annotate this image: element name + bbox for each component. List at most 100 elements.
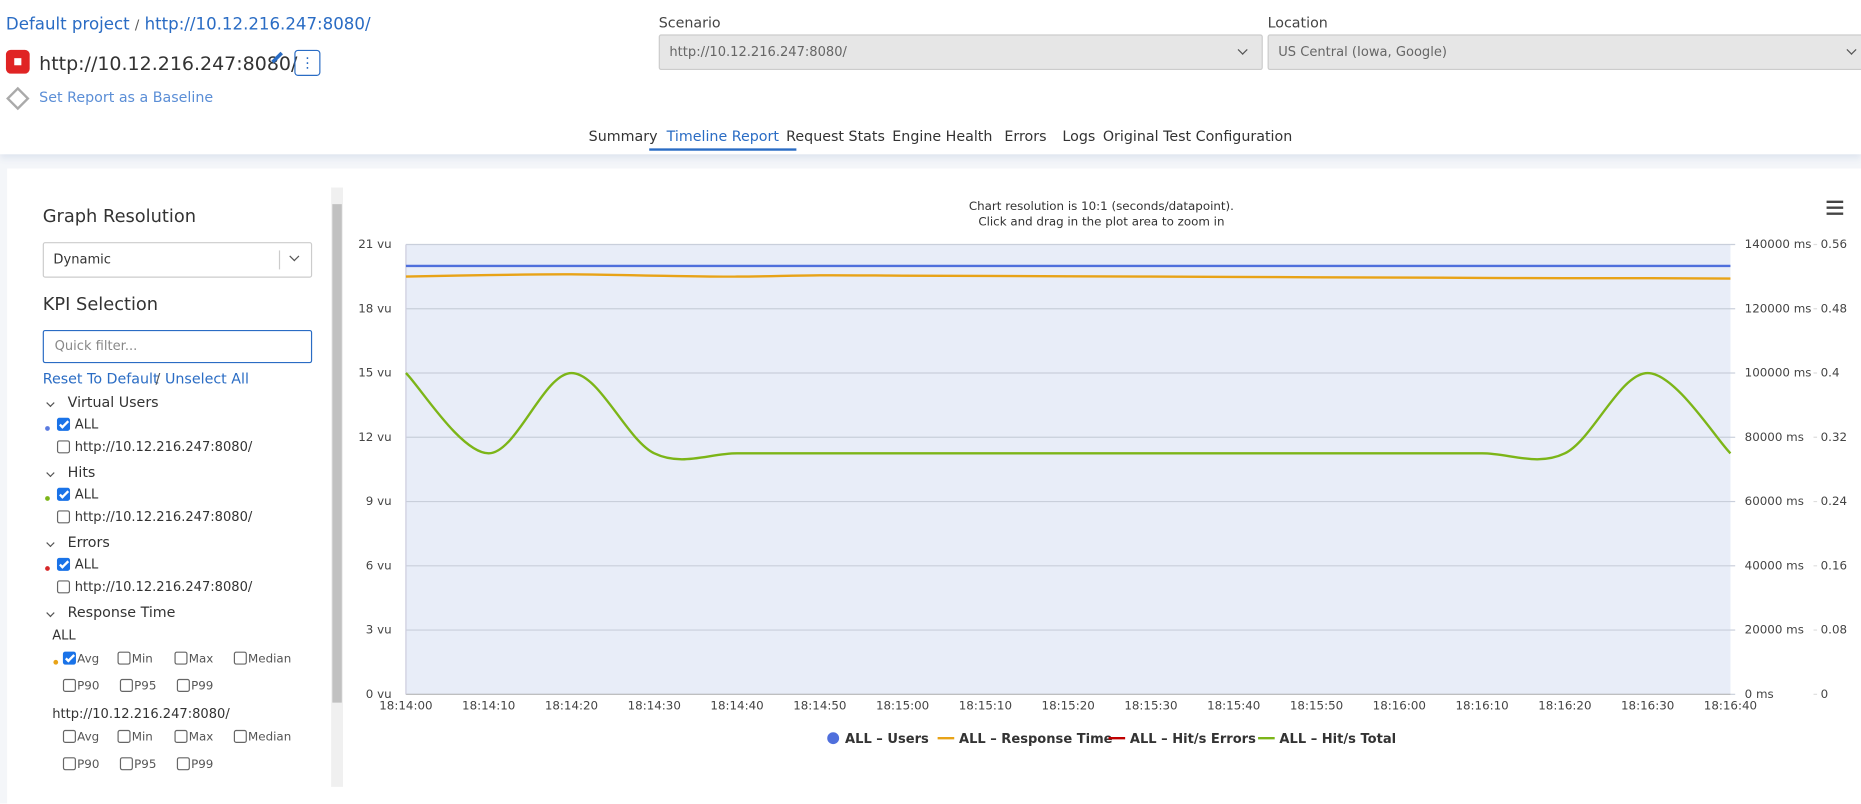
kpi-label: http://10.12.216.247:8080/ [74,509,253,525]
checkbox[interactable] [56,440,71,454]
scrollbar[interactable] [331,187,344,787]
tab[interactable]: Errors [1004,128,1047,145]
checkbox[interactable] [174,651,188,665]
link-sep: / [155,370,161,387]
y2-tick-label: 140000 ms [1745,237,1812,251]
checkbox[interactable] [119,678,133,692]
checkbox[interactable] [233,729,247,743]
tab[interactable]: Timeline Report [666,128,779,145]
group-name: Virtual Users [67,394,159,411]
breadcrumb-sep: / [134,17,140,34]
checkbox[interactable] [56,510,71,524]
option-label: Median [248,731,292,745]
checkbox[interactable] [62,729,76,743]
tab-underline [649,148,797,151]
series-dot [45,426,50,431]
y2-tick-label: 20000 ms [1745,623,1804,637]
location-select[interactable]: US Central (Iowa, Google) [1267,34,1861,71]
series-dot [45,496,50,501]
resolution-select[interactable]: Dynamic [42,242,313,278]
resolution-value: Dynamic [53,251,111,268]
option-label: P90 [77,680,100,694]
breadcrumb: Default project / http://10.12.216.247:8… [6,15,371,34]
option-label: Max [188,731,214,745]
baseline-link[interactable]: Set Report as a Baseline [39,89,214,106]
checkbox[interactable] [56,557,71,571]
tab[interactable]: Original Test Configuration [1102,128,1293,145]
tab[interactable]: Summary [588,128,658,145]
subgroup-name: http://10.12.216.247:8080/ [52,706,230,722]
reset-link[interactable]: Reset To Default [42,370,159,387]
x-tick-label: 18:16:20 [1538,699,1591,713]
y2-tick-label: 60000 ms [1745,494,1804,508]
checkbox[interactable] [56,580,71,594]
y-tick-label: 21 vu [358,237,391,251]
option-label: P99 [191,680,214,694]
x-tick-label: 18:15:30 [1124,699,1177,713]
stop-button[interactable] [5,49,30,74]
checkbox[interactable] [233,651,247,665]
y3-tick-label: 0.4 [1821,366,1840,380]
x-tick-label: 18:15:20 [1042,699,1095,713]
y3-tick-label: 0.32 [1821,430,1847,444]
x-tick-label: 18:15:10 [959,699,1012,713]
x-tick-label: 18:14:10 [462,699,515,713]
tab[interactable]: Request Stats [786,128,885,145]
more-button[interactable]: ⋮ [294,49,321,76]
legend-label: ALL – Users [845,732,929,747]
y-tick-label: 12 vu [358,430,391,444]
x-tick-label: 18:16:00 [1373,699,1426,713]
legend-label: ALL – Hit/s Total [1279,732,1396,747]
location-value: US Central (Iowa, Google) [1278,43,1447,60]
unselect-link[interactable]: Unselect All [164,370,249,387]
checkbox[interactable] [176,678,190,692]
y3-tick-label: 0.16 [1821,558,1847,572]
legend-label: ALL – Response Time [959,732,1113,747]
y-tick-label: 3 vu [366,623,392,637]
quick-filter[interactable]: Quick filter... [42,329,313,364]
option-label: Median [248,652,292,666]
checkbox[interactable] [56,417,71,431]
option-label: P95 [134,758,157,772]
tab[interactable]: Engine Health [892,128,993,145]
kpi-label: http://10.12.216.247:8080/ [74,439,253,455]
y2-tick-label: 120000 ms [1745,301,1812,315]
option-label: Avg [77,652,100,666]
y-tick-label: 6 vu [366,558,392,572]
option-label: Avg [77,731,100,745]
y3-tick-label: 0 [1821,687,1829,701]
checkbox[interactable] [117,729,131,743]
chart-title: Chart resolution is 10:1 (seconds/datapo… [969,199,1234,213]
checkbox[interactable] [56,487,71,501]
chevron [289,251,300,262]
section-title: Graph Resolution [42,205,197,227]
chart-subtitle: Click and drag in the plot area to zoom … [978,215,1224,229]
scenario-label: Scenario [658,14,721,31]
x-tick-label: 18:14:00 [379,699,432,713]
chart: Chart resolution is 10:1 (seconds/datapo… [358,199,1847,747]
option-label: P99 [191,758,214,772]
menu-icon[interactable] [1826,200,1844,215]
checkbox[interactable] [62,757,76,771]
x-tick-label: 18:14:50 [793,699,846,713]
y2-tick-label: 80000 ms [1745,430,1804,444]
checkbox[interactable] [174,729,188,743]
tab[interactable]: Logs [1062,128,1096,145]
x-tick-label: 18:15:00 [876,699,929,713]
x-tick-label: 18:14:30 [628,699,681,713]
checkbox[interactable] [176,757,190,771]
breadcrumb-project[interactable]: Default project [5,15,130,35]
x-tick-label: 18:16:10 [1455,699,1508,713]
subgroup-name: ALL [52,627,76,644]
option-label: Min [131,731,153,745]
checkbox[interactable] [119,757,133,771]
breadcrumb-url[interactable]: http://10.12.216.247:8080/ [144,15,371,35]
kpi-label: http://10.12.216.247:8080/ [74,579,253,595]
kpi-label: ALL [74,556,99,573]
scenario-select[interactable]: http://10.12.216.247:8080/ [658,34,1263,71]
y-tick-label: 0 vu [366,687,392,701]
checkbox[interactable] [62,651,76,665]
series-dot [53,659,59,665]
checkbox[interactable] [117,651,131,665]
checkbox[interactable] [62,678,76,692]
